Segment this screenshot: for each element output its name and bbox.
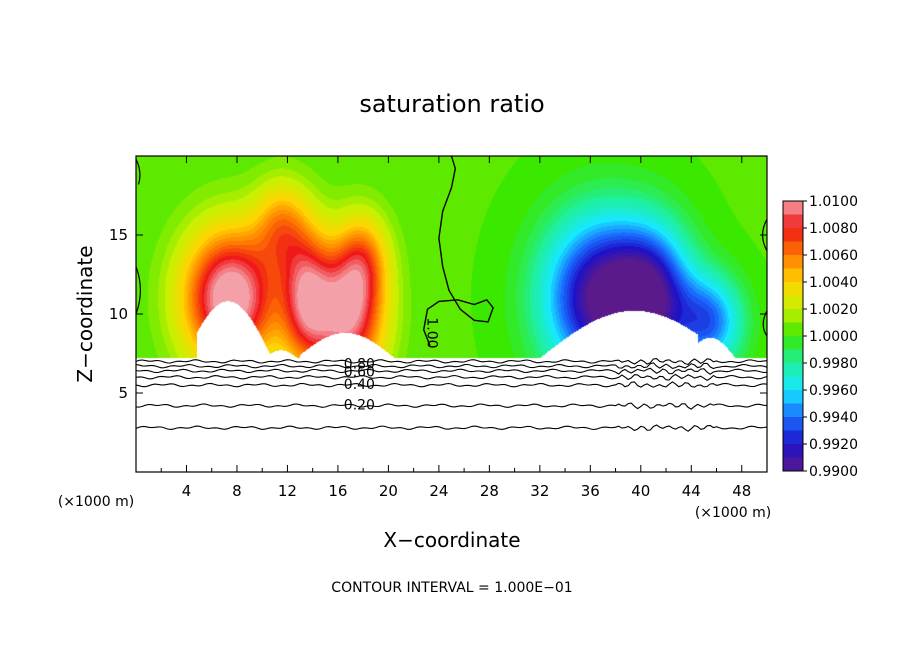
y-axis-unit: (×1000 m) [58,494,134,510]
x-axis-label: X−coordinate [383,528,520,552]
contour-label: 0.60 [344,364,375,380]
chart-title: saturation ratio [359,90,544,118]
contour-line-edge [762,310,767,337]
colorbar-label: 1.0040 [809,275,858,291]
colorbar-swatch [783,363,803,377]
x-tick-label: 12 [278,482,297,500]
colorbar-swatch [783,349,803,364]
colorbar-label: 0.9960 [809,383,858,399]
contour-line [136,362,767,370]
colorbar-swatch [783,430,803,445]
colorbar-swatch [783,444,803,458]
colorbar-label: 0.9940 [809,410,858,426]
contour-label: 0.80 [344,357,375,373]
x-tick-label: 40 [631,482,650,500]
colorbar-swatch [783,376,803,391]
colorbar-swatch [783,336,803,350]
x-tick-label: 24 [429,482,448,500]
heatmap-field [136,156,767,472]
colorbar-label: 1.0000 [809,329,858,345]
colorbar-swatch [783,214,803,229]
colorbar-swatch [783,201,803,215]
contour-lines [136,156,767,432]
colorbar-swatch [783,403,803,418]
colorbar-swatch [783,417,803,431]
colorbar-swatch [783,282,803,296]
contour-label: 0.40 [344,377,375,393]
colorbar: 1.0100 1.0080 1.0060 1.0040 1.0020 1.0000 0.99… [782,194,858,480]
colorbar-label: 0.9980 [809,356,858,372]
x-tick-label: 4 [182,482,192,500]
y-axis-ticks: 5 10 15 [109,226,767,402]
contour-line [136,402,767,410]
colorbar-swatch [783,457,803,472]
contour-labels: 1.00 0.800.600.40 0.20 [344,317,440,413]
y-tick-label: 15 [109,226,128,244]
contour-line [136,367,767,375]
x-tick-label: 20 [379,482,398,500]
colorbar-swatch [783,295,803,310]
colorbar-swatch [783,309,803,323]
contour-line [136,358,767,366]
contour-line-1-00 [422,156,494,346]
contour-line [136,424,767,432]
x-axis-unit: (×1000 m) [695,505,771,521]
y-tick-label: 10 [109,305,128,323]
colorbar-label: 1.0060 [809,248,858,264]
heatmap-raster [136,156,767,472]
contour-line [136,381,767,388]
x-tick-label: 8 [232,482,242,500]
colorbar-label: 1.0080 [809,221,858,237]
contour-line-edge [136,158,141,185]
colorbar-swatch [783,228,803,242]
x-axis-ticks: 4 8 12 16 20 24 28 32 36 40 44 48 [160,156,751,500]
x-tick-label: 16 [328,482,347,500]
y-axis-label: Z−coordinate [73,245,97,382]
x-tick-label: 28 [480,482,499,500]
colorbar-label: 1.0100 [809,194,858,210]
contour-label: 1.00 [423,317,439,348]
y-tick-label: 5 [118,384,128,402]
colorbar-swatch [783,322,803,337]
colorbar-swatch [783,268,803,283]
x-tick-label: 44 [682,482,701,500]
colorbar-swatch [783,241,803,256]
contour-interval-note: CONTOUR INTERVAL = 1.000E−01 [331,580,572,596]
colorbar-label: 0.9920 [809,437,858,453]
colorbar-swatch [783,255,803,269]
contour-line [136,373,767,381]
x-tick-label: 36 [581,482,600,500]
x-tick-label: 48 [732,482,751,500]
colorbar-label: 0.9900 [809,464,858,480]
colorbar-label: 1.0020 [809,302,858,318]
contour-line-edge [136,266,142,315]
colorbar-swatch [783,390,803,404]
x-tick-label: 32 [530,482,549,500]
contour-label: 0.20 [344,398,375,414]
